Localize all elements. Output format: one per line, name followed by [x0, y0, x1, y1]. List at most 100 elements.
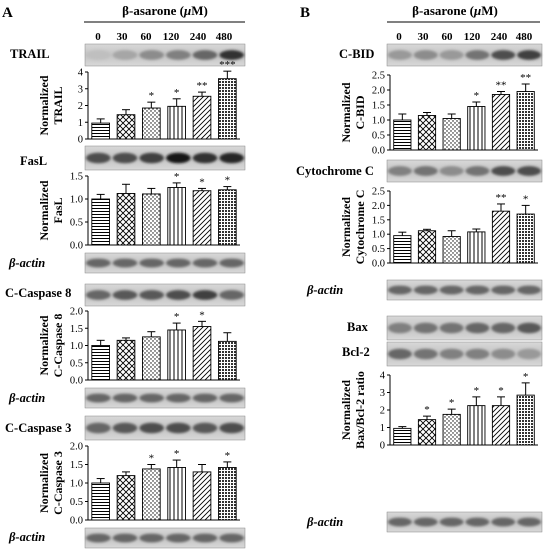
conc-label: 240 [491, 31, 508, 43]
blot-band [388, 517, 412, 527]
blot-label-bax: Bax [347, 320, 369, 334]
bar [142, 336, 161, 381]
y-axis-label: Normalized [339, 380, 353, 440]
blot-label-actin: β-actin [306, 515, 343, 529]
bar [516, 91, 535, 151]
bar [516, 394, 535, 446]
bar [417, 230, 437, 264]
blot-band [192, 393, 218, 403]
blot-band [413, 285, 438, 295]
bar [91, 198, 110, 246]
blot-band [219, 50, 244, 60]
blot-band [491, 348, 516, 360]
treatment-label-a: β-asarone (μM) [122, 3, 208, 18]
bar [192, 326, 212, 381]
bar [417, 419, 437, 446]
y-axis-label: TRAIL [51, 86, 65, 124]
bar-chart: Normalized Bax/Bcl-2 ratio 0 1 2 3 4 * * * * * [339, 371, 538, 452]
conc-label: 30 [117, 31, 129, 43]
blot-band [517, 517, 541, 527]
y-tick-label: 1.0 [70, 479, 83, 490]
blot-band [491, 517, 516, 527]
significance-marker: ** [496, 80, 507, 92]
y-tick-label: 4 [380, 371, 386, 382]
blot-label-cytc: Cytochrome C [296, 164, 374, 178]
y-tick-label: 1.5 [70, 172, 83, 183]
bar [218, 467, 237, 521]
conc-label: 30 [418, 31, 430, 43]
blot-band [166, 290, 191, 300]
bar [116, 114, 136, 140]
y-tick-label: 1 [380, 423, 385, 434]
blot-band [491, 322, 516, 334]
blot-band [439, 322, 464, 334]
blot-band [465, 166, 490, 176]
bar [393, 235, 412, 264]
y-tick-label: 2.0 [70, 307, 83, 318]
blot-band [192, 50, 218, 60]
bar [91, 122, 110, 140]
blot-label-actin: β-actin [8, 391, 45, 405]
bar [167, 329, 186, 381]
blot-band [439, 348, 464, 360]
blot-band [517, 285, 541, 295]
blot-strip [386, 511, 543, 533]
bar [442, 118, 461, 151]
bar [116, 339, 136, 381]
blot-band [86, 533, 111, 543]
y-axis-label: Normalized [37, 315, 51, 375]
blot-band [491, 285, 516, 295]
y-axis-label: FasL [51, 197, 65, 223]
bar [491, 210, 511, 264]
blot-label-trail: TRAIL [10, 47, 50, 61]
blot-band [112, 533, 138, 543]
blot-band [465, 348, 490, 360]
bar [442, 413, 461, 446]
blot-label-actin: β-actin [8, 256, 45, 270]
bar [91, 482, 110, 521]
y-tick-label: 1 [78, 118, 83, 129]
blot-band [192, 152, 218, 164]
y-axis-label: Normalized [339, 197, 353, 257]
conc-label: 480 [216, 31, 233, 43]
blot-band [465, 322, 490, 334]
bar [393, 119, 412, 151]
y-tick-label: 1.5 [372, 215, 385, 226]
bar-chart: Normalized C-Caspase 8 0.0 0.5 1.0 1.5 2.0 * * [37, 307, 240, 387]
significance-marker: * [225, 175, 231, 187]
y-tick-label: 3 [78, 84, 83, 95]
blot-band [86, 258, 111, 268]
blot-band [439, 166, 464, 176]
blot-band [388, 348, 412, 360]
blot-band [517, 348, 541, 360]
blot-band [219, 290, 244, 300]
y-tick-label: 2.0 [372, 86, 385, 97]
blot-band [166, 393, 191, 403]
y-tick-label: 2 [380, 406, 385, 417]
y-tick-label: 1.0 [372, 230, 385, 241]
conc-label: 480 [516, 31, 533, 43]
blot-strip [84, 415, 246, 441]
blot-band [192, 533, 218, 543]
blot-band [139, 533, 164, 543]
bar [218, 78, 237, 140]
blot-band [517, 322, 541, 334]
significance-marker: * [149, 90, 155, 102]
y-tick-label: 1.5 [70, 324, 83, 335]
significance-marker: * [424, 404, 430, 416]
blot-band [388, 50, 412, 60]
y-tick-label: 0.5 [372, 244, 385, 255]
y-axis-label: Normalized [37, 180, 51, 240]
panel-letter-b: B [300, 5, 310, 21]
blot-band [219, 422, 244, 434]
blot-band [465, 285, 490, 295]
blot-band [86, 50, 111, 60]
concentration-labels-a: 0 30 60 120 240 480 [95, 31, 233, 43]
y-tick-label: 0 [78, 135, 83, 146]
bar [491, 94, 511, 151]
y-tick-label: 1.5 [372, 101, 385, 112]
blot-strip [84, 252, 246, 274]
western-blots [84, 43, 543, 549]
bar [91, 345, 110, 381]
conc-label: 60 [442, 31, 454, 43]
